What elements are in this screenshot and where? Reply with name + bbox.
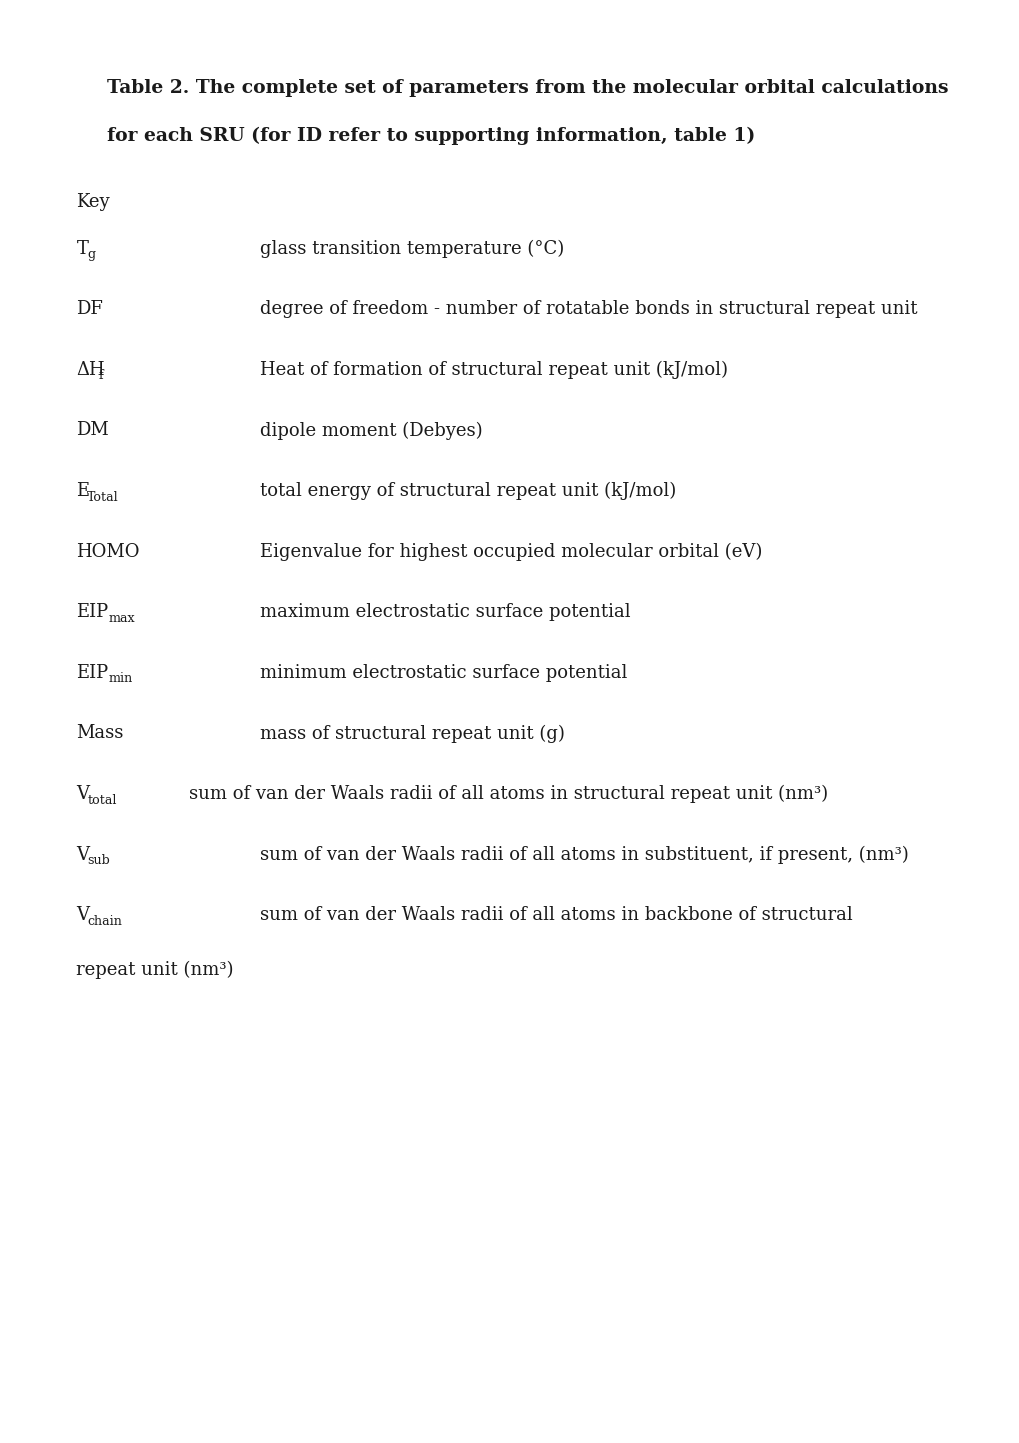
Text: max: max <box>109 612 136 625</box>
Text: minimum electrostatic surface potential: minimum electrostatic surface potential <box>260 664 627 681</box>
Text: chain: chain <box>88 915 122 928</box>
Text: f: f <box>98 369 103 382</box>
Text: DF: DF <box>76 300 103 317</box>
Text: mass of structural repeat unit (g): mass of structural repeat unit (g) <box>260 724 565 743</box>
Text: Key: Key <box>76 193 110 211</box>
Text: total: total <box>88 794 117 807</box>
Text: Mass: Mass <box>76 724 123 742</box>
Text: EIP: EIP <box>76 603 108 620</box>
Text: EIP: EIP <box>76 664 108 681</box>
Text: Heat of formation of structural repeat unit (kJ/mol): Heat of formation of structural repeat u… <box>260 361 728 380</box>
Text: for each SRU (for ID refer to supporting information, table 1): for each SRU (for ID refer to supporting… <box>107 127 755 146</box>
Text: Eigenvalue for highest occupied molecular orbital (eV): Eigenvalue for highest occupied molecula… <box>260 543 762 561</box>
Text: E: E <box>76 482 90 499</box>
Text: V: V <box>76 785 90 802</box>
Text: maximum electrostatic surface potential: maximum electrostatic surface potential <box>260 603 630 620</box>
Text: glass transition temperature (°C): glass transition temperature (°C) <box>260 240 564 258</box>
Text: sub: sub <box>88 854 110 867</box>
Text: V: V <box>76 846 90 863</box>
Text: sum of van der Waals radii of all atoms in substituent, if present, (nm³): sum of van der Waals radii of all atoms … <box>260 846 908 864</box>
Text: V: V <box>76 906 90 924</box>
Text: dipole moment (Debyes): dipole moment (Debyes) <box>260 421 482 440</box>
Text: T: T <box>76 240 89 257</box>
Text: repeat unit (nm³): repeat unit (nm³) <box>76 961 233 978</box>
Text: Table 2. The complete set of parameters from the molecular orbital calculations: Table 2. The complete set of parameters … <box>107 79 948 97</box>
Text: total energy of structural repeat unit (kJ/mol): total energy of structural repeat unit (… <box>260 482 676 501</box>
Text: DM: DM <box>76 421 109 439</box>
Text: ΔH: ΔH <box>76 361 105 378</box>
Text: min: min <box>109 672 133 685</box>
Text: Total: Total <box>88 491 119 504</box>
Text: sum of van der Waals radii of all atoms in backbone of structural: sum of van der Waals radii of all atoms … <box>260 906 852 924</box>
Text: HOMO: HOMO <box>76 543 140 560</box>
Text: degree of freedom - number of rotatable bonds in structural repeat unit: degree of freedom - number of rotatable … <box>260 300 917 317</box>
Text: sum of van der Waals radii of all atoms in structural repeat unit (nm³): sum of van der Waals radii of all atoms … <box>189 785 827 804</box>
Text: g: g <box>88 248 96 261</box>
